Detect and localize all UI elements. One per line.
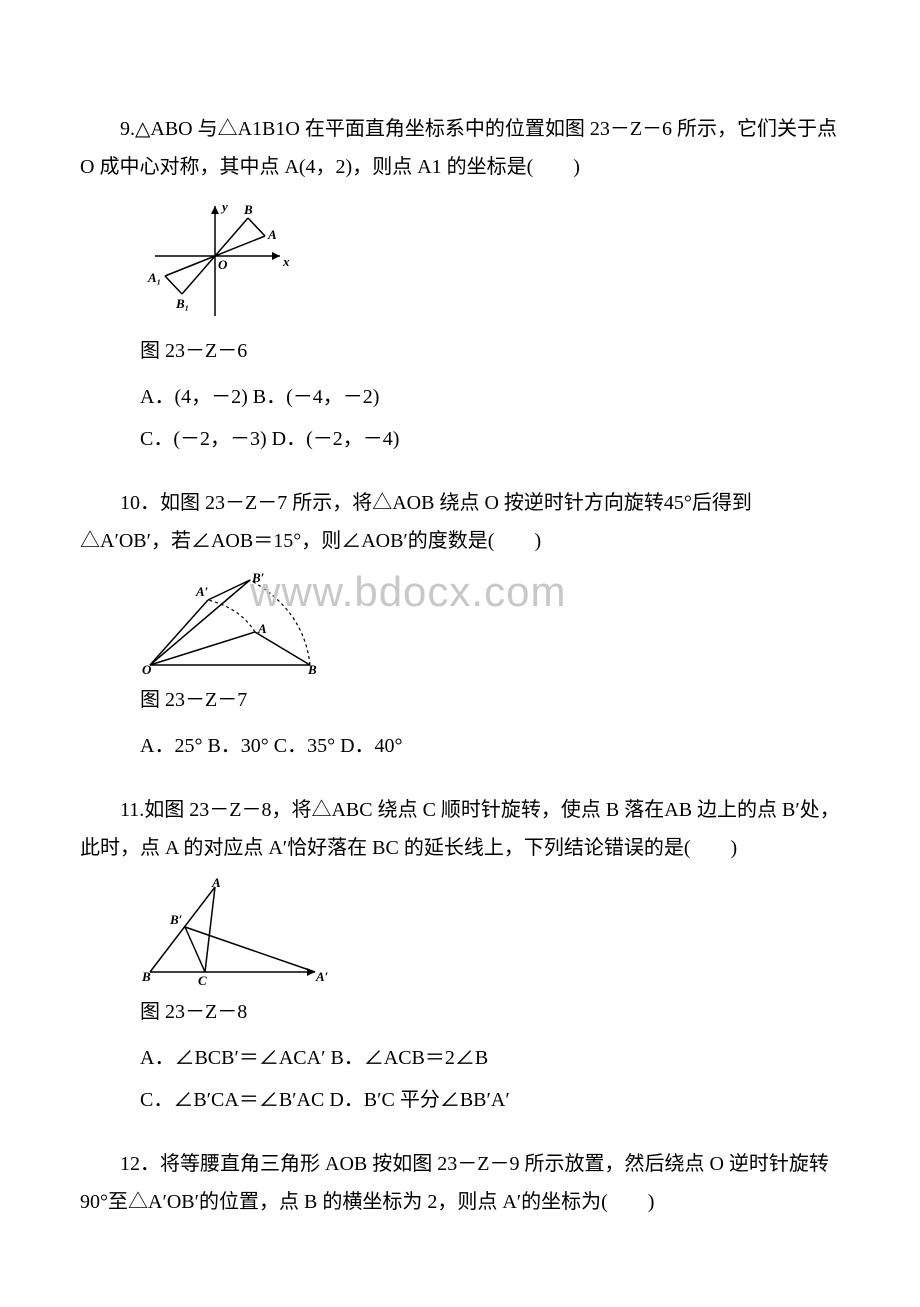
- svg-text:x: x: [282, 254, 290, 269]
- q11-figure: B C A′ A B′: [140, 877, 840, 987]
- svg-text:C: C: [198, 973, 207, 987]
- q9-answers-cd: C．(－2，－3) D．(－2，－4): [140, 420, 840, 458]
- question-12: 12．将等腰直角三角形 AOB 按如图 23－Z－9 所示放置，然后绕点 O 逆…: [80, 1145, 840, 1221]
- q9-figure-label: 图 23－Z－6: [140, 332, 840, 370]
- svg-text:B′: B′: [169, 912, 183, 927]
- svg-text:B: B: [243, 202, 253, 217]
- svg-text:A: A: [267, 227, 277, 242]
- svg-text:B: B: [307, 662, 317, 675]
- question-10: 10．如图 23－Z－7 所示，将△AOB 绕点 O 按逆时针方向旋转45°后得…: [80, 484, 840, 765]
- svg-text:A′: A′: [195, 584, 209, 599]
- svg-text:B₁: B₁: [175, 296, 189, 311]
- q9-figure: y x O A B A₁ B₁: [140, 196, 840, 326]
- q12-text: 12．将等腰直角三角形 AOB 按如图 23－Z－9 所示放置，然后绕点 O 逆…: [80, 1145, 840, 1221]
- svg-text:A′: A′: [315, 969, 329, 984]
- q10-figure-wrap: O B A A′ B′ www.bdocx.com: [80, 570, 840, 675]
- q9-text: 9.△ABO 与△A1B1O 在平面直角坐标系中的位置如图 23－Z－6 所示，…: [80, 110, 840, 186]
- svg-text:O: O: [142, 662, 152, 675]
- q10-answers: A．25° B．30° C．35° D．40°: [140, 727, 840, 765]
- watermark-text: www.bdocx.com: [250, 552, 566, 632]
- svg-text:A: A: [211, 877, 221, 890]
- q9-answers-ab: A．(4，－2) B．(－4，－2): [140, 378, 840, 416]
- question-11: 11.如图 23－Z－8，将△ABC 绕点 C 顺时针旋转，使点 B 落在AB …: [80, 791, 840, 1119]
- q11-text: 11.如图 23－Z－8，将△ABC 绕点 C 顺时针旋转，使点 B 落在AB …: [80, 791, 840, 867]
- q11-svg: B C A′ A B′: [140, 877, 330, 987]
- q10-text: 10．如图 23－Z－7 所示，将△AOB 绕点 O 按逆时针方向旋转45°后得…: [80, 484, 840, 560]
- q10-figure-label: 图 23－Z－7: [140, 681, 840, 719]
- q11-answers-cd: C．∠B′CA＝∠B′AC D．B′C 平分∠BB′A′: [140, 1081, 840, 1119]
- question-9: 9.△ABO 与△A1B1O 在平面直角坐标系中的位置如图 23－Z－6 所示，…: [80, 110, 840, 458]
- q11-figure-label: 图 23－Z－8: [140, 993, 840, 1031]
- svg-text:A₁: A₁: [147, 270, 161, 285]
- svg-text:y: y: [220, 199, 228, 214]
- svg-text:B: B: [141, 969, 151, 984]
- svg-text:O: O: [218, 257, 228, 272]
- q11-answers-ab: A．∠BCB′＝∠ACA′ B．∠ACB＝2∠B: [140, 1039, 840, 1077]
- q9-svg: y x O A B A₁ B₁: [140, 196, 300, 326]
